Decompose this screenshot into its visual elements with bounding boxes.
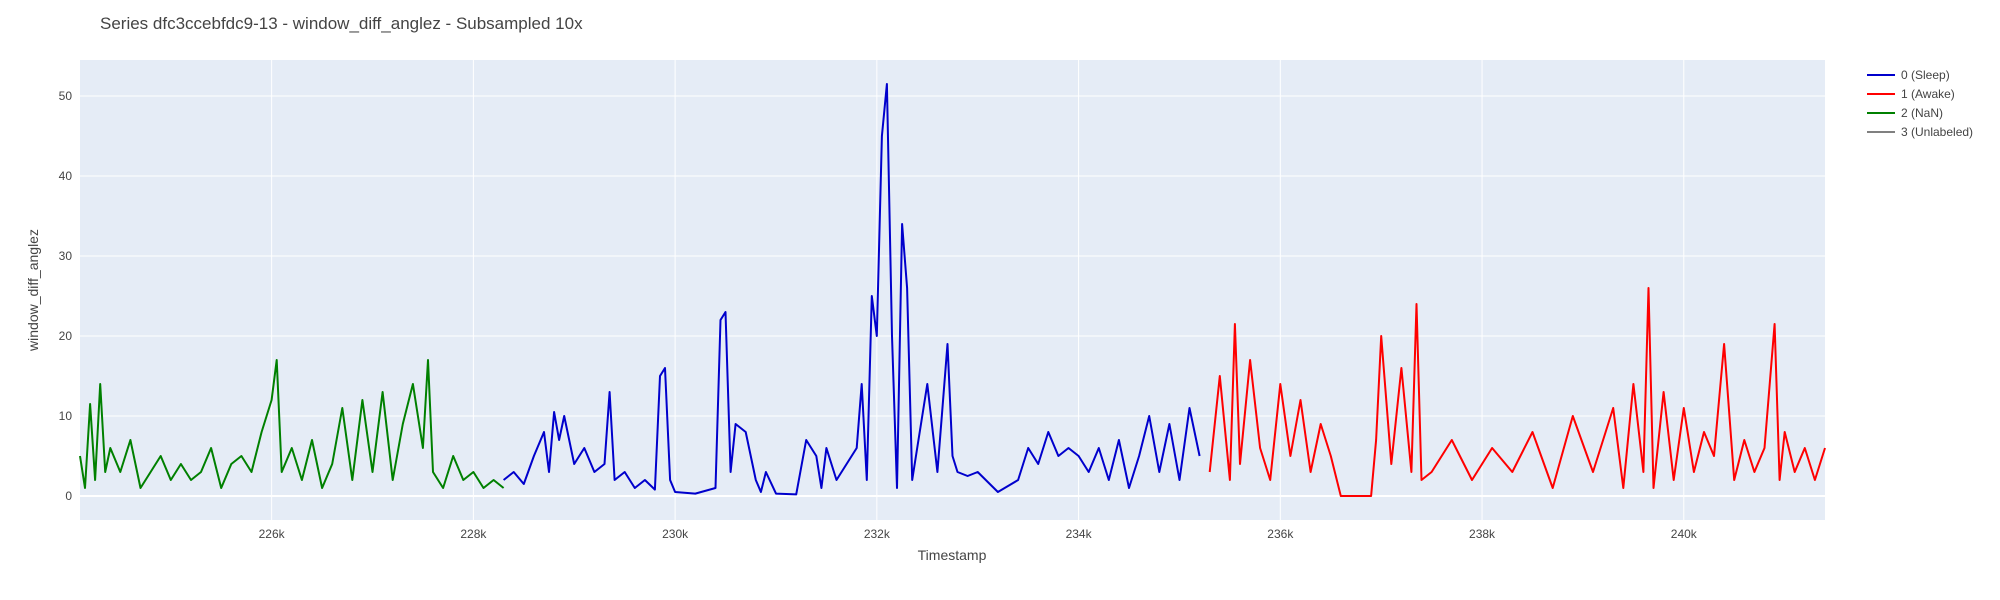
legend-label: 3 (Unlabeled) [1901, 125, 1973, 139]
gridlines [80, 60, 1825, 520]
legend[interactable]: 0 (Sleep) 1 (Awake) 2 (NaN) 3 (Unlabeled) [1867, 68, 1973, 139]
legend-item[interactable]: 0 (Sleep) [1867, 68, 1950, 82]
legend-label: 0 (Sleep) [1901, 68, 1950, 82]
x-tick-label: 234k [1066, 527, 1093, 541]
y-tick-label: 20 [59, 329, 73, 343]
x-tick-label: 232k [864, 527, 891, 541]
series-line-2 [79, 359, 505, 489]
x-tick-label: 230k [662, 527, 689, 541]
chart-title: Series dfc3ccebfdc9-13 - window_diff_ang… [100, 14, 583, 33]
y-tick-label: 50 [59, 89, 73, 103]
series-layer [79, 83, 1826, 497]
legend-label: 1 (Awake) [1901, 87, 1955, 101]
series-line-0 [502, 83, 1201, 496]
y-axis-title: window_diff_anglez [25, 229, 41, 352]
series-line-1 [1208, 287, 1826, 497]
legend-item[interactable]: 3 (Unlabeled) [1867, 125, 1973, 139]
y-tick-label: 40 [59, 169, 73, 183]
legend-label: 2 (NaN) [1901, 106, 1943, 120]
y-axis-ticks: 0 10 20 30 40 50 [59, 89, 73, 503]
x-tick-label: 228k [460, 527, 487, 541]
x-axis-ticks: 226k 228k 230k 232k 234k 236k 238k 240k [259, 527, 1698, 541]
x-tick-label: 236k [1267, 527, 1294, 541]
y-tick-label: 30 [59, 249, 73, 263]
x-tick-label: 240k [1671, 527, 1698, 541]
x-tick-label: 238k [1469, 527, 1496, 541]
legend-item[interactable]: 1 (Awake) [1867, 87, 1955, 101]
x-tick-label: 226k [259, 527, 286, 541]
x-axis-title: Timestamp [918, 547, 987, 563]
y-tick-label: 10 [59, 409, 73, 423]
legend-item[interactable]: 2 (NaN) [1867, 106, 1943, 120]
y-tick-label: 0 [65, 489, 72, 503]
